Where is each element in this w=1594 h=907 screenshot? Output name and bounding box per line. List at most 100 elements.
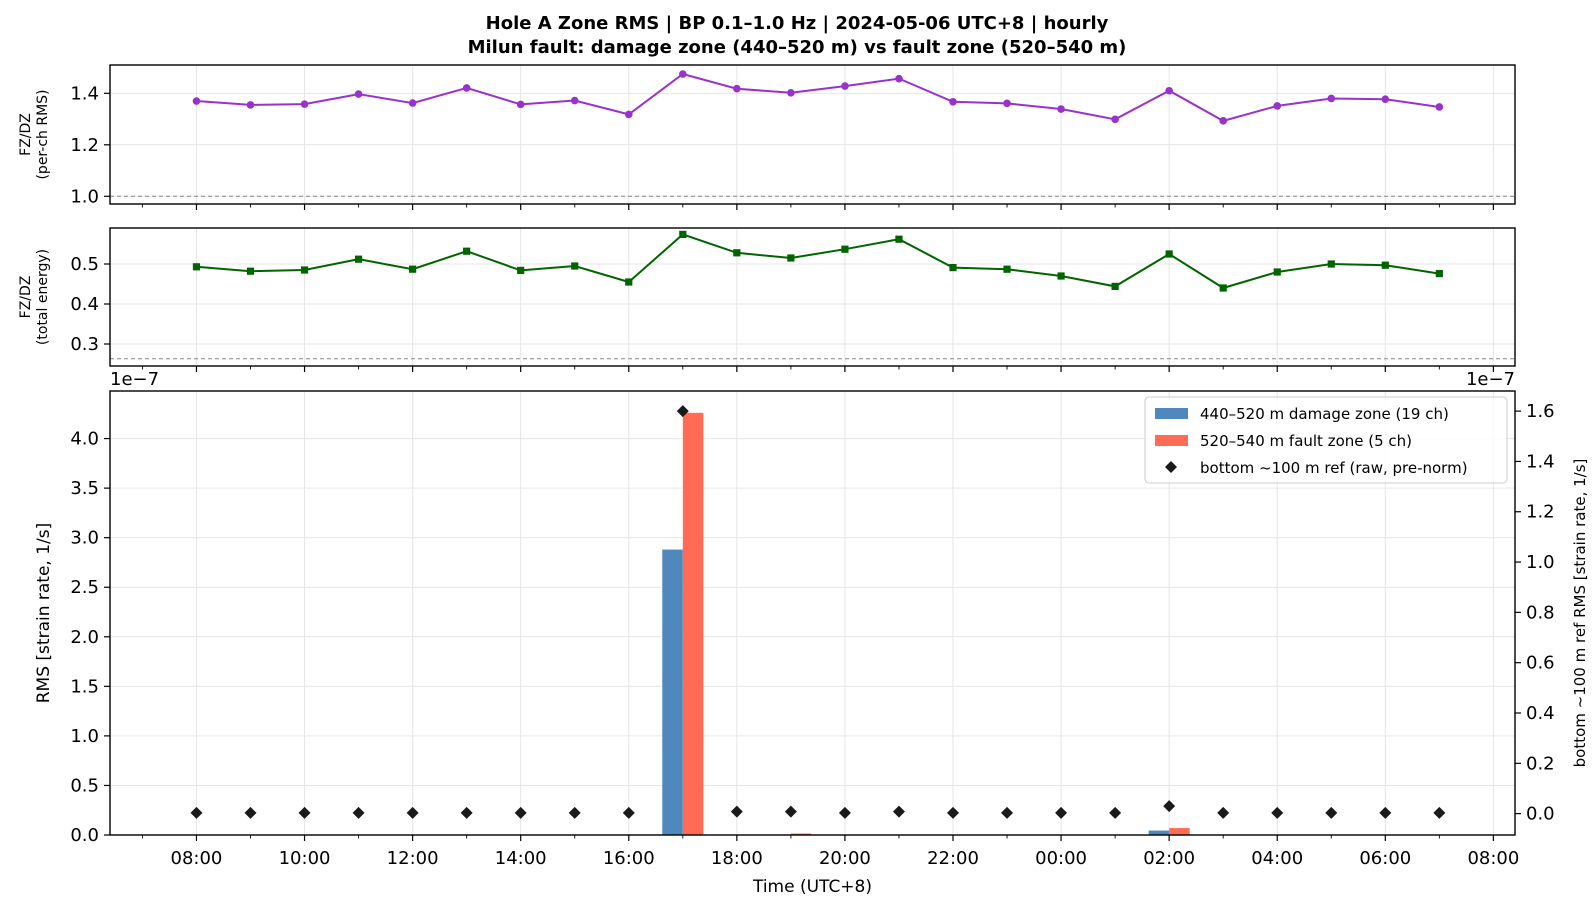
ratio-rms-point xyxy=(246,101,255,109)
fault-zone-bar xyxy=(1169,828,1190,835)
ratio-rms-point xyxy=(408,99,417,107)
y-right-tick-label: 0.2 xyxy=(1526,753,1555,774)
ratio-energy-point xyxy=(679,230,687,238)
x-tick-label: 20:00 xyxy=(819,848,871,869)
y-tick-label: 3.0 xyxy=(70,528,99,549)
ratio-rms-point xyxy=(1273,102,1282,110)
chart-title-line2: Milun fault: damage zone (440–520 m) vs … xyxy=(468,37,1127,58)
reference-point xyxy=(838,806,851,819)
x-tick-label: 08:00 xyxy=(1467,848,1519,869)
ratio-rms-point xyxy=(192,97,201,105)
legend-label-reference: bottom ~100 m ref (raw, pre-norm) xyxy=(1200,459,1468,477)
ratio-rms-point xyxy=(354,90,363,98)
y-tick-label: 3.5 xyxy=(70,478,99,499)
x-tick-label: 14:00 xyxy=(495,848,547,869)
y-tick-label: 0.5 xyxy=(70,775,99,796)
zone-rms-panel: 0.0 0.5 1.0 1.5 2.0 2.5 3.0 3.5 4.0 08:00 10:00 12:… xyxy=(34,369,1589,897)
y-axis-sublabel: (per-ch RMS) xyxy=(35,89,51,179)
reference-point xyxy=(892,805,905,818)
y-tick-label: 1.0 xyxy=(70,726,99,747)
y-right-tick-label: 1.6 xyxy=(1526,401,1555,422)
y-axis-label-right: bottom ~100 m ref RMS [strain rate, 1/s] xyxy=(1571,459,1589,768)
y-axis-label: FZ/DZ xyxy=(18,113,34,156)
x-tick-label: 16:00 xyxy=(603,848,655,869)
ratio-energy-point xyxy=(625,278,633,286)
y-offset-label-right: 1e−7 xyxy=(1466,369,1515,390)
ratio-rms-point xyxy=(516,100,525,109)
ratio-rms-point xyxy=(624,110,633,119)
y-tick-label: 0.5 xyxy=(70,254,99,275)
legend-marker-reference xyxy=(1165,461,1177,473)
reference-point xyxy=(622,806,635,819)
x-axis-label: Time (UTC+8) xyxy=(752,877,872,897)
y-tick-label: 2.0 xyxy=(70,627,99,648)
ratio-rms-line xyxy=(196,72,1440,122)
ratio-rms-point xyxy=(787,89,795,97)
ratio-energy-point xyxy=(1327,260,1335,268)
reference-point xyxy=(244,806,257,819)
y-tick-label: 1.5 xyxy=(70,676,99,697)
reference-point xyxy=(730,805,743,818)
y-right-tick-label: 1.0 xyxy=(1526,552,1555,573)
x-tick-label: 02:00 xyxy=(1143,848,1195,869)
y-right-tick-label: 0.6 xyxy=(1526,653,1555,674)
ratio-rms-point xyxy=(1165,86,1173,95)
ratio-rms-point xyxy=(895,74,903,83)
ratio-rms-point xyxy=(1381,95,1390,104)
y-tick-label: 1.4 xyxy=(70,83,99,104)
ratio-rms-point xyxy=(841,82,849,90)
ratio-energy-point xyxy=(1219,284,1227,292)
ratio-energy-point xyxy=(246,267,255,275)
y-tick-label: 2.5 xyxy=(70,577,99,598)
y-axis-label: FZ/DZ xyxy=(18,276,34,319)
x-tick-label: 00:00 xyxy=(1035,848,1087,869)
ratio-energy-point xyxy=(1165,250,1173,258)
reference-point xyxy=(352,806,365,819)
y-axis-sublabel: (total energy) xyxy=(35,249,51,345)
ratio-rms-point xyxy=(1327,94,1336,103)
ratio-energy-point xyxy=(733,249,741,257)
reference-point xyxy=(1109,806,1122,819)
ratio-energy-point xyxy=(517,266,525,274)
reference-point xyxy=(676,405,689,418)
ratio-energy-point xyxy=(1381,261,1389,269)
ratio-energy-line xyxy=(196,233,1440,290)
y-tick-label: 4.0 xyxy=(70,429,99,450)
damage-zone-bar xyxy=(662,549,683,835)
legend: 440–520 m damage zone (19 ch) 520–540 m f… xyxy=(1144,396,1508,484)
reference-point xyxy=(568,806,581,819)
ratio-energy-point xyxy=(1003,265,1011,273)
chart-title-line1: Hole A Zone RMS | BP 0.1–1.0 Hz | 2024-0… xyxy=(486,13,1109,34)
ratio-rms-point xyxy=(1003,99,1011,108)
ratio-rms-point xyxy=(679,70,687,78)
ratio-energy-panel: 0.3 0.4 0.5 FZ/DZ (total energy) xyxy=(18,227,1516,372)
y-tick-label: 0.4 xyxy=(70,294,99,315)
ratio-energy-point xyxy=(787,254,795,262)
legend-label-damage-zone: 440–520 m damage zone (19 ch) xyxy=(1200,405,1449,423)
fault-zone-bar xyxy=(682,412,704,835)
ratio-rms-point xyxy=(1219,117,1227,125)
reference-point xyxy=(1217,806,1230,819)
y-right-tick-label: 0.4 xyxy=(1526,703,1555,724)
ratio-energy-point xyxy=(409,265,417,273)
y-right-tick-label: 1.2 xyxy=(1526,502,1555,523)
y-tick-label: 1.2 xyxy=(70,135,99,156)
ratio-energy-point xyxy=(1057,272,1065,280)
reference-point xyxy=(1163,800,1176,813)
ratio-energy-point xyxy=(354,255,363,263)
y-tick-label: 0.0 xyxy=(70,825,99,846)
reference-point xyxy=(947,806,959,819)
legend-swatch-damage-zone xyxy=(1155,408,1188,419)
y-right-tick-label: 1.4 xyxy=(1526,451,1555,472)
ratio-rms-point xyxy=(1111,115,1119,124)
ratio-energy-point xyxy=(571,262,579,270)
ratio-rms-point xyxy=(462,84,471,92)
y-right-tick-label: 0.0 xyxy=(1526,804,1555,825)
legend-swatch-fault-zone xyxy=(1155,435,1188,446)
reference-point xyxy=(1433,806,1446,819)
y-tick-label: 0.3 xyxy=(70,334,99,355)
ratio-rms-point xyxy=(570,96,579,105)
y-axis-label: RMS [strain rate, 1/s] xyxy=(34,523,54,704)
y-offset-label-left: 1e−7 xyxy=(110,369,159,390)
